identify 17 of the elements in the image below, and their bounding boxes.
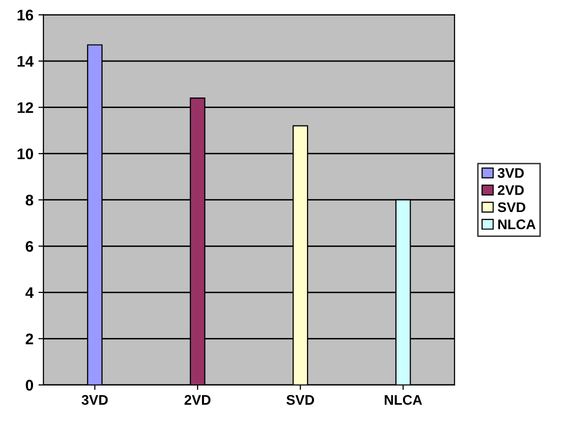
legend-label: NLCA (498, 219, 536, 230)
y-tick-label: 8 (26, 194, 34, 206)
x-tick-label: 3VD (82, 395, 108, 405)
legend-label: SVD (498, 202, 526, 212)
y-tick-label: 12 (18, 102, 34, 113)
y-tick-label: 16 (18, 10, 34, 20)
legend-label: 2VD (498, 185, 524, 195)
y-tick-label: 14 (18, 56, 34, 67)
legend-label: 3VD (498, 168, 524, 178)
y-tick-label: 10 (18, 148, 34, 160)
x-tick-label: 2VD (184, 395, 211, 405)
y-tick-label: 6 (26, 241, 34, 252)
y-tick-label: 0 (26, 380, 34, 391)
y-tick-label: 2 (26, 334, 34, 344)
x-tick-label: NLCA (384, 395, 422, 405)
x-tick-label: SVD (286, 395, 314, 405)
y-tick-label: 4 (25, 287, 34, 298)
